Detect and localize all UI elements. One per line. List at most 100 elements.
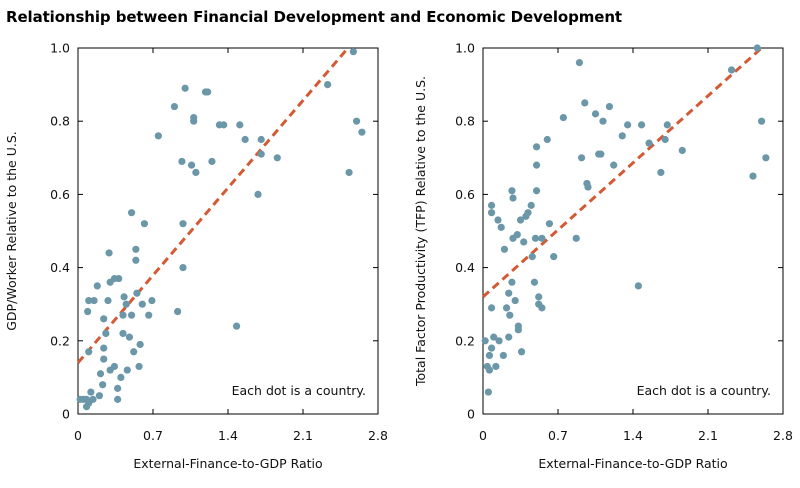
y-tick-label: 0.6 <box>50 187 70 202</box>
country-dot <box>495 337 503 345</box>
country-dot <box>749 172 757 180</box>
x-tick-label: 0.7 <box>548 428 568 443</box>
country-dot <box>487 201 496 209</box>
country-dot <box>508 278 516 286</box>
country-dot <box>119 329 127 338</box>
country-dot <box>130 348 138 356</box>
country-dot <box>527 201 535 209</box>
country-dot <box>120 293 128 301</box>
country-dot <box>550 253 558 261</box>
country-dot <box>485 351 494 360</box>
x-tick-label: 1.4 <box>623 428 643 443</box>
country-dot <box>170 102 179 111</box>
country-dot <box>148 296 156 305</box>
country-dot <box>127 209 136 217</box>
country-dot <box>100 355 108 363</box>
country-dot <box>513 231 521 239</box>
country-dot <box>257 150 265 158</box>
country-dot <box>114 384 122 392</box>
country-dot <box>487 304 496 312</box>
country-dot <box>119 311 127 319</box>
country-dot <box>89 395 97 403</box>
country-dot <box>584 183 592 191</box>
country-dot <box>133 289 141 297</box>
country-dot <box>236 121 244 129</box>
trend-line <box>76 47 350 364</box>
country-dot <box>535 293 543 301</box>
country-dot <box>345 168 353 177</box>
country-dot <box>358 128 366 136</box>
y-axis-label: Total Factor Productivity (TFP) Relative… <box>413 76 428 387</box>
country-dot <box>517 348 526 356</box>
country-dot <box>140 220 149 228</box>
country-dot <box>100 344 108 352</box>
x-axis-label: External-Finance-to-GDP Ratio <box>133 456 322 471</box>
country-dot <box>481 337 489 345</box>
country-dot <box>538 234 546 242</box>
y-axis-label: GDP/Worker Relative to the U.S. <box>4 131 19 331</box>
country-dot <box>520 238 528 246</box>
country-dot <box>174 307 182 316</box>
country-dot <box>559 113 567 122</box>
country-dot <box>190 117 198 125</box>
country-dot <box>87 388 95 396</box>
country-dot <box>532 161 541 169</box>
country-dot <box>125 333 134 341</box>
country-dot <box>138 300 146 308</box>
country-dot <box>663 121 671 129</box>
country-dot <box>599 117 607 125</box>
country-dot <box>575 59 584 67</box>
country-dot <box>484 388 492 396</box>
y-tick-label: 1.0 <box>455 41 475 56</box>
country-dot <box>532 187 541 195</box>
x-axis-label: External-Finance-to-GDP Ratio <box>538 456 727 471</box>
country-dot <box>136 340 144 349</box>
country-dot <box>102 329 110 338</box>
trend-line <box>482 46 763 298</box>
country-dot <box>524 209 532 217</box>
country-dot <box>618 132 626 140</box>
country-dot <box>678 146 686 155</box>
y-tick-label: 0.6 <box>455 187 475 202</box>
y-tick-label: 0.4 <box>50 260 70 275</box>
country-dot <box>105 249 113 257</box>
country-dot <box>538 304 546 312</box>
country-dot <box>753 44 761 52</box>
x-tick-label: 0 <box>74 428 82 443</box>
country-dot <box>532 143 541 151</box>
country-dot <box>96 370 105 378</box>
x-tick-label: 0 <box>479 428 487 443</box>
country-dot <box>506 311 514 319</box>
country-dot <box>530 278 539 286</box>
country-dot <box>499 351 507 360</box>
y-tick-label: 1.0 <box>50 41 70 56</box>
y-tick-label: 0.8 <box>455 114 475 129</box>
country-dot <box>254 190 262 198</box>
country-dot <box>192 168 200 177</box>
country-dot <box>610 161 618 169</box>
country-dot <box>132 245 140 253</box>
country-dot <box>497 223 505 231</box>
y-tick-label: 0.8 <box>50 114 70 129</box>
country-dot <box>597 150 605 158</box>
country-dot <box>273 154 281 162</box>
country-dot <box>208 157 216 166</box>
country-dot <box>257 135 265 144</box>
chart-annotation: Each dot is a country. <box>637 383 771 398</box>
country-dot <box>762 154 770 162</box>
country-dot <box>661 135 669 144</box>
country-dot <box>528 253 536 261</box>
country-dot <box>324 81 332 89</box>
country-dot <box>492 362 500 371</box>
country-dot <box>132 256 140 264</box>
country-dot <box>117 373 125 381</box>
figure-title: Relationship between Financial Developme… <box>6 8 622 26</box>
country-dot <box>115 274 123 283</box>
country-dot <box>99 381 107 389</box>
country-dot <box>145 311 153 319</box>
plot-frame <box>77 47 379 415</box>
country-dot <box>624 121 632 129</box>
country-dot <box>104 296 112 305</box>
country-dot <box>127 311 136 319</box>
